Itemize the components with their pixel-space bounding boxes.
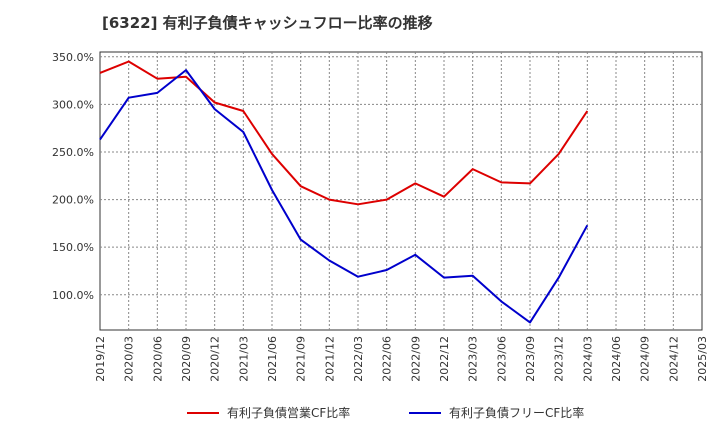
x-tick-label: 2024/12 [667,336,680,382]
x-tick-label: 2021/09 [295,336,308,382]
series-line-1 [99,60,589,206]
x-tick-label: 2019/12 [94,336,107,382]
legend-label-2: 有利子負債フリーCF比率 [449,405,584,420]
y-tick-label: 100.0% [52,289,94,302]
legend-label-1: 有利子負債営業CF比率 [227,405,350,420]
x-tick-label: 2025/03 [696,336,709,382]
x-tick-label: 2022/09 [409,336,422,382]
x-tick-label: 2024/03 [581,336,594,382]
x-tick-label: 2020/03 [123,336,136,382]
x-tick-label: 2023/09 [524,336,537,382]
x-tick-label: 2023/03 [467,336,480,382]
x-tick-label: 2024/09 [639,336,652,382]
x-tick-label: 2022/12 [438,336,451,382]
chart-title: [6322] 有利子負債キャッシュフロー比率の推移 [102,14,433,32]
x-tick-label: 2023/12 [553,336,566,382]
x-tick-label: 2020/09 [180,336,193,382]
series-line-2 [99,69,589,324]
y-tick-label: 300.0% [52,98,94,111]
y-tick-label: 150.0% [52,241,94,254]
x-tick-label: 2020/12 [209,336,222,382]
x-tick-label: 2021/06 [266,336,279,382]
y-tick-label: 200.0% [52,194,94,207]
x-tick-label: 2022/03 [352,336,365,382]
x-tick-label: 2023/06 [495,336,508,382]
x-tick-label: 2020/06 [151,336,164,382]
y-tick-label: 250.0% [52,146,94,159]
x-tick-label: 2022/06 [381,336,394,382]
y-tick-label: 350.0% [52,51,94,64]
x-tick-label: 2024/06 [610,336,623,382]
x-tick-label: 2021/03 [237,336,250,382]
x-tick-label: 2021/12 [323,336,336,382]
